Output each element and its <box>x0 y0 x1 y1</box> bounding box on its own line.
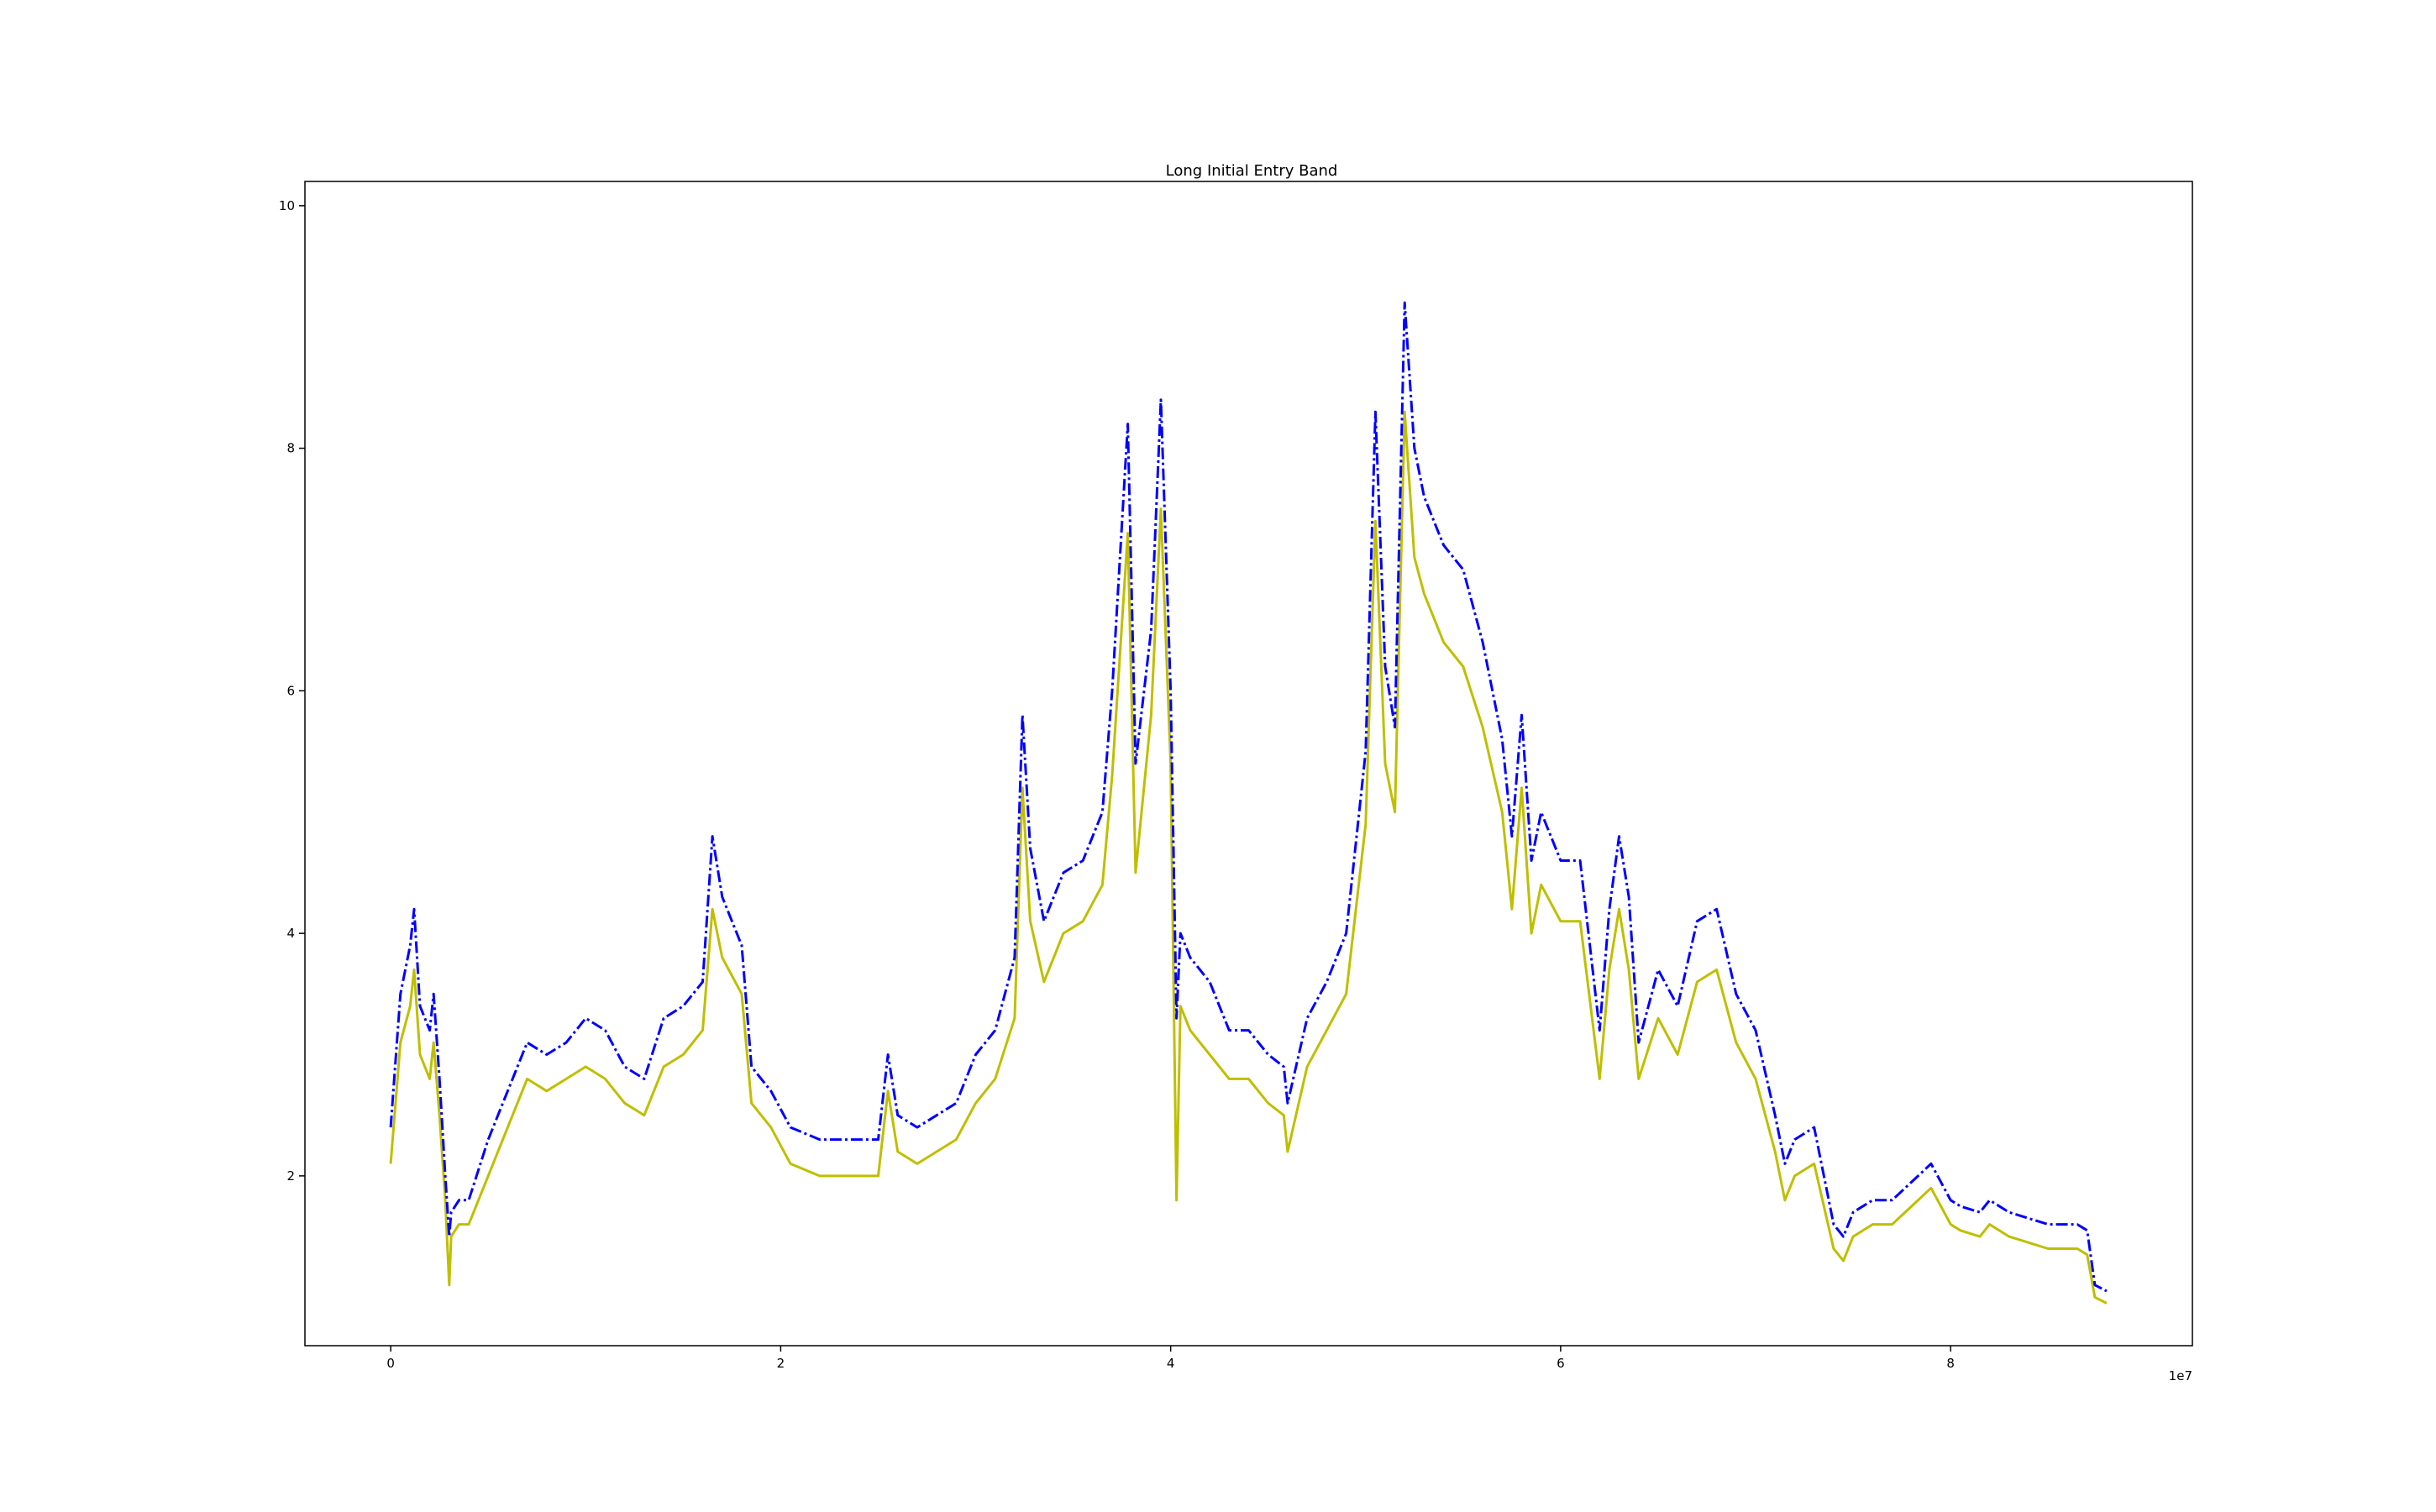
x-axis-offset-text: 1e7 <box>2169 1368 2192 1383</box>
chart-title: Long Initial Entry Band <box>1166 162 1338 180</box>
x-tick-label: 8 <box>1946 1356 1955 1371</box>
x-tick-label: 0 <box>386 1356 395 1371</box>
y-tick-label: 6 <box>286 683 295 698</box>
series-line-1 <box>389 410 2108 1305</box>
y-tick-label: 8 <box>286 441 295 456</box>
x-axis: 0 2 4 6 8 <box>386 1346 1955 1371</box>
x-tick-label: 2 <box>777 1356 785 1371</box>
x-tick-label: 4 <box>1167 1356 1175 1371</box>
y-tick-label: 10 <box>279 198 295 213</box>
y-tick-label: 4 <box>286 926 295 941</box>
y-axis: 2 4 6 8 10 <box>279 198 305 1184</box>
series-layer <box>389 301 2108 1305</box>
series-line-0 <box>389 301 2108 1293</box>
plot-area-frame <box>304 181 2193 1347</box>
y-tick-label: 2 <box>286 1168 295 1184</box>
x-tick-label: 6 <box>1557 1356 1565 1371</box>
